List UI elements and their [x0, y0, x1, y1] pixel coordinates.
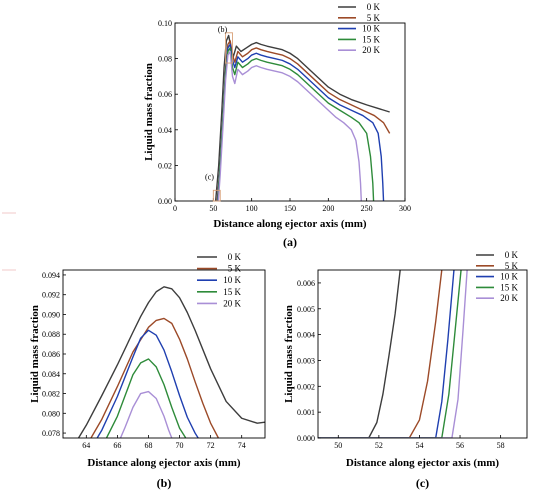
- y-tick-label: 0.092: [42, 291, 60, 300]
- y-tick-label: 0.003: [297, 356, 315, 365]
- y-tick-label: 0.10: [158, 19, 172, 28]
- legend-label: 15 K: [362, 34, 380, 44]
- y-tick-label: 0.084: [42, 370, 60, 379]
- x-tick-label: 100: [246, 204, 258, 213]
- y-tick-label: 0.090: [42, 310, 60, 319]
- series-line: [96, 329, 199, 438]
- series-line: [105, 358, 187, 438]
- y-tick-label: 0.005: [297, 305, 315, 314]
- x-tick-label: 0: [173, 204, 177, 213]
- x-tick-label: 150: [284, 204, 296, 213]
- x-tick-label: 200: [322, 204, 334, 213]
- legend-label: 10 K: [223, 275, 241, 285]
- x-tick-label: 68: [144, 441, 152, 450]
- x-axis-title: Distance along ejector axis (mm): [87, 457, 240, 469]
- series-line: [216, 43, 385, 201]
- x-axis-title: Distance along ejector axis (mm): [346, 457, 499, 469]
- legend-label: 15 K: [500, 282, 518, 292]
- y-tick-label: 0.00: [158, 197, 172, 206]
- y-axis-title: Liquid mass fraction: [143, 63, 155, 161]
- series-line: [214, 34, 390, 201]
- x-tick-label: 52: [375, 441, 383, 450]
- legend-label: 5 K: [367, 13, 381, 23]
- series-line: [318, 270, 443, 438]
- y-tick-label: 0.080: [42, 409, 60, 418]
- legend-label: 5 K: [505, 261, 519, 271]
- y-tick-label: 0.02: [158, 161, 172, 170]
- legend-label: 10 K: [500, 272, 518, 282]
- x-tick-label: 64: [82, 441, 90, 450]
- annotation-label: (b): [218, 25, 228, 34]
- series-line: [217, 47, 375, 201]
- series-line: [318, 270, 462, 438]
- annotation-label: (c): [205, 173, 214, 182]
- x-tick-label: 72: [207, 441, 215, 450]
- y-axis-title: Liquid mass fraction: [29, 305, 41, 403]
- series-line: [90, 317, 220, 438]
- x-tick-label: 74: [238, 441, 246, 450]
- panel-label: (c): [416, 476, 429, 490]
- series-line: [119, 390, 173, 438]
- y-tick-label: 0.04: [158, 126, 172, 135]
- x-tick-label: 70: [176, 441, 184, 450]
- y-tick-label: 0.000: [297, 434, 315, 443]
- panel-label: (b): [157, 476, 172, 490]
- legend-label: 0 K: [505, 250, 519, 260]
- x-tick-label: 250: [361, 204, 373, 213]
- series-group: [318, 270, 468, 438]
- zoom-box-b: [225, 32, 233, 64]
- legend-label: 15 K: [223, 287, 241, 297]
- x-tick-label: 58: [497, 441, 505, 450]
- x-tick-label: 66: [113, 441, 121, 450]
- y-tick-label: 0.078: [42, 429, 60, 438]
- chart-panel-2: 64 66 68 70 72 74 0.078 0.080 0.082 0.084 0.086 0.0…: [29, 252, 266, 490]
- x-tick-label: 54: [415, 441, 423, 450]
- y-tick-label: 0.001: [297, 408, 315, 417]
- y-axis-title: Liquid mass fraction: [283, 305, 295, 403]
- series-line: [217, 50, 362, 201]
- series-group: [77, 286, 265, 438]
- legend-label: 20 K: [223, 298, 241, 308]
- series-line: [318, 270, 401, 438]
- chart-panel-1: 0 50 100 150 200 250 300 0.00 0.02 0.04 0.06 0.08 0.…: [143, 2, 411, 249]
- zoom-box-c: [212, 189, 221, 202]
- y-tick-label: 0.004: [297, 331, 315, 340]
- y-tick-label: 0.088: [42, 330, 60, 339]
- series-line: [77, 286, 265, 438]
- y-tick-label: 0.006: [297, 279, 315, 288]
- y-tick-label: 0.082: [42, 390, 60, 399]
- y-tick-label: 0.086: [42, 350, 60, 359]
- y-tick-label: 0.002: [297, 382, 315, 391]
- x-axis-title: Distance along ejector axis (mm): [213, 218, 366, 230]
- x-tick-label: 56: [456, 441, 464, 450]
- series-group: [214, 34, 391, 201]
- legend-label: 5 K: [228, 264, 242, 274]
- plot-frame: [317, 269, 528, 439]
- legend-label: 0 K: [228, 252, 242, 262]
- series-line: [318, 270, 455, 438]
- y-tick-label: 0.08: [158, 55, 172, 64]
- legend-label: 0 K: [367, 2, 381, 12]
- series-line: [318, 270, 468, 438]
- panel-label: (a): [283, 235, 297, 249]
- legend-label: 20 K: [500, 293, 518, 303]
- y-tick-label: 0.06: [158, 90, 172, 99]
- chart-panel-3: 50 52 54 56 58 0.000 0.001 0.002 0.003 0.004 0.005…: [283, 250, 528, 490]
- series-line: [216, 40, 391, 201]
- legend-label: 10 K: [362, 24, 380, 34]
- x-tick-label: 50: [209, 204, 217, 213]
- legend-label: 20 K: [362, 45, 380, 55]
- x-tick-label: 50: [334, 441, 342, 450]
- x-tick-label: 300: [399, 204, 411, 213]
- y-tick-label: 0.094: [42, 271, 60, 280]
